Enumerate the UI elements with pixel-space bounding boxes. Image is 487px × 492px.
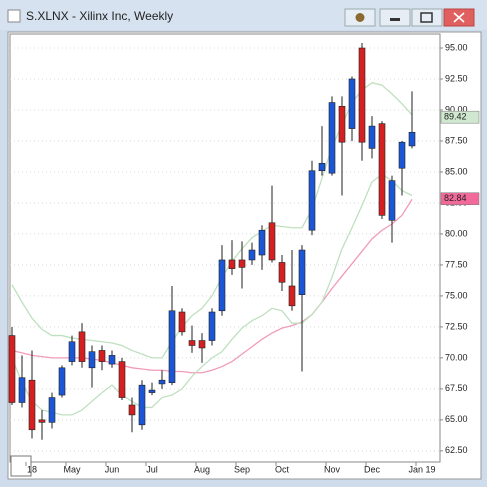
- link-icon: [355, 13, 365, 22]
- window-title: S.XLNX - Xilinx Inc, Weekly: [26, 9, 173, 23]
- candle-body: [258, 229, 266, 256]
- candle-body: [378, 123, 386, 216]
- candle-body: [198, 340, 206, 349]
- indicator-line: [11, 82, 413, 359]
- plot: 62.50 65.00 67.50 70.00 72.50 75.00 77.50 80.00…: [8, 42, 480, 474]
- candle-body: [208, 311, 216, 341]
- price-label-box: [440, 192, 480, 205]
- y-tick-label: 90.00: [445, 104, 468, 114]
- candle-body: [58, 367, 66, 396]
- y-tick-label: 77.50: [445, 259, 468, 269]
- x-tick-label: 18: [27, 464, 37, 474]
- candle-body: [148, 389, 156, 393]
- candle-body: [218, 259, 226, 312]
- price-label: 82.84: [444, 193, 467, 203]
- candle-body: [368, 125, 376, 149]
- candle-body: [158, 379, 166, 385]
- y-tick-label: 80.00: [445, 228, 468, 238]
- maximize-icon: [420, 12, 433, 23]
- close-icon: [453, 12, 465, 23]
- candle-body: [108, 355, 116, 365]
- candle-body: [138, 384, 146, 426]
- window-icon: [7, 9, 21, 23]
- y-tick-label: 75.00: [445, 290, 468, 300]
- candle-body: [228, 259, 236, 269]
- candle-body: [268, 222, 276, 261]
- candle-body: [128, 404, 136, 416]
- y-tick-label: 72.50: [445, 321, 468, 331]
- y-tick-label: 85.00: [445, 166, 468, 176]
- x-tick-label: Oct: [275, 464, 290, 474]
- candle-body: [98, 350, 106, 362]
- y-tick-label: 70.00: [445, 352, 468, 362]
- candle-body: [168, 310, 176, 383]
- candle-body: [78, 331, 86, 362]
- candle-body: [318, 162, 326, 172]
- x-tick-label: Aug: [194, 464, 210, 474]
- candle-body: [48, 397, 56, 423]
- candle-body: [238, 259, 246, 268]
- maximize-button[interactable]: [411, 8, 443, 27]
- candle-body: [348, 78, 356, 129]
- candle-body: [118, 361, 126, 398]
- candle-body: [18, 377, 26, 403]
- candle-body: [338, 105, 346, 143]
- x-tick-label: Dec: [364, 464, 381, 474]
- candle-body: [28, 379, 36, 431]
- candle-body: [248, 249, 256, 261]
- price-label: 89.42: [444, 112, 467, 122]
- candle-body: [88, 351, 96, 369]
- candle-body: [278, 262, 286, 283]
- x-tick-label: May: [63, 464, 81, 474]
- y-tick-label: 87.50: [445, 135, 468, 145]
- plot-area: [9, 33, 441, 463]
- corner-box[interactable]: [10, 455, 32, 477]
- candle-body: [178, 311, 186, 333]
- x-tick-label: Jul: [146, 464, 158, 474]
- candle-body: [188, 340, 196, 346]
- candle-body: [288, 285, 296, 307]
- candle-body: [358, 47, 366, 143]
- x-tick-label: Nov: [324, 464, 341, 474]
- candle-body: [8, 335, 16, 403]
- indicator-line: [11, 198, 413, 374]
- minimize-button[interactable]: [379, 8, 411, 27]
- candle-body: [68, 341, 76, 362]
- candle-body: [328, 102, 336, 174]
- y-tick-label: 67.50: [445, 383, 468, 393]
- minimize-icon: [390, 18, 400, 21]
- candle-body: [398, 141, 406, 169]
- candle-body: [308, 170, 316, 231]
- candle-body: [388, 180, 396, 221]
- candle-body: [408, 131, 416, 147]
- x-tick-label: Jan 19: [408, 464, 435, 474]
- y-tick-label: 92.50: [445, 73, 468, 83]
- candle-body: [298, 249, 306, 295]
- candle-body: [38, 419, 46, 423]
- y-tick-label: 65.00: [445, 414, 468, 424]
- x-tick-label: Jun: [105, 464, 120, 474]
- x-tick-label: Sep: [234, 464, 250, 474]
- y-tick-label: 95.00: [445, 42, 468, 52]
- indicator-line: [11, 173, 413, 416]
- price-label-box: [440, 110, 480, 124]
- y-tick-label: 62.50: [445, 445, 468, 455]
